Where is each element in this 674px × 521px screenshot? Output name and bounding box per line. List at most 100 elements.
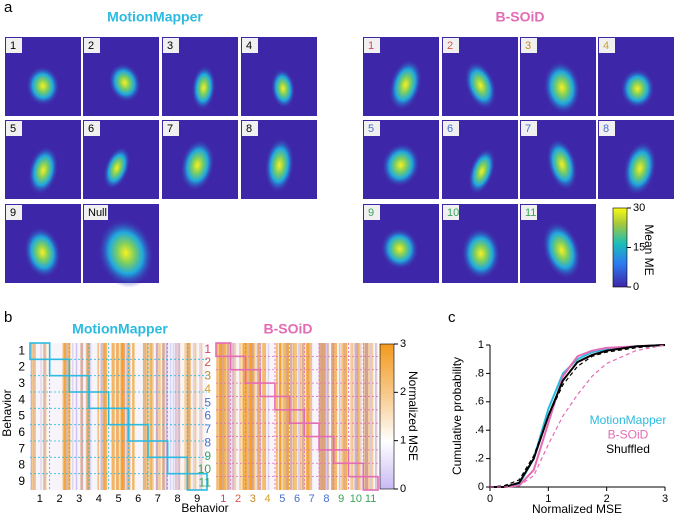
matrix-stripe xyxy=(257,343,259,490)
diagonal-box xyxy=(274,395,291,411)
matrix-stripe xyxy=(302,343,304,490)
row-label: 8 xyxy=(204,435,211,449)
label-box xyxy=(163,121,179,136)
matrix-stripe xyxy=(310,343,313,490)
matrix-stripe xyxy=(132,343,135,490)
matrix-stripe xyxy=(200,343,203,490)
matrix-stripe xyxy=(115,343,119,490)
matrix-stripe xyxy=(338,343,341,490)
matrix-stripe xyxy=(322,343,326,490)
row-label: 1 xyxy=(204,342,211,356)
diagonal-box xyxy=(362,475,379,491)
matrix-stripe xyxy=(199,343,201,490)
matrix-stripe xyxy=(365,343,369,490)
row-label: 2 xyxy=(204,355,211,369)
matrix-stripe xyxy=(102,343,105,490)
label-box xyxy=(443,38,459,53)
matrix-stripe xyxy=(187,343,189,490)
label-box xyxy=(364,38,380,53)
matrix-stripe xyxy=(318,343,322,490)
matrix-stripe xyxy=(232,343,237,490)
diagonal-box xyxy=(318,435,335,451)
label-box xyxy=(84,121,100,136)
heatmap-blob xyxy=(380,227,419,270)
matrix-stripe xyxy=(175,343,177,490)
matrix-stripe xyxy=(358,343,361,490)
tile-label: 5 xyxy=(368,123,374,135)
tile-label: 2 xyxy=(447,40,453,52)
matrix-stripe xyxy=(163,343,165,490)
row-label: 9 xyxy=(204,449,211,463)
col-label: 6 xyxy=(294,493,300,505)
matrix-stripe xyxy=(375,343,378,490)
matrix-stripe xyxy=(86,343,89,490)
label-box xyxy=(443,121,459,136)
matrix-stripe xyxy=(366,343,368,490)
col-label: 11 xyxy=(365,493,376,505)
matrix-stripe xyxy=(331,343,334,490)
legend-entry: Shuffled xyxy=(606,442,650,456)
matrix-stripe xyxy=(184,343,189,490)
matrix-stripe xyxy=(166,343,168,490)
tile-label: 7 xyxy=(525,123,531,135)
matrix-stripe xyxy=(218,343,222,490)
heatmap-blob xyxy=(464,61,497,110)
label-box xyxy=(599,121,615,136)
matrix-stripe xyxy=(62,343,66,490)
col-label: 5 xyxy=(115,493,121,505)
row-label: 4 xyxy=(204,382,211,396)
matrix-stripe xyxy=(81,343,83,490)
panel-title: B-SOiD xyxy=(496,9,545,25)
row-label: 3 xyxy=(204,369,211,383)
matrix-stripe xyxy=(323,343,325,490)
matrix-stripe xyxy=(365,343,368,490)
matrix-stripe xyxy=(262,343,267,490)
y-tick-label: 0 xyxy=(478,481,484,493)
matrix-stripe xyxy=(32,343,35,490)
row-label: 4 xyxy=(18,392,25,406)
heatmap-blob xyxy=(623,141,657,196)
matrix-stripe xyxy=(319,343,321,490)
matrix-stripe xyxy=(75,343,78,490)
matrix-stripe xyxy=(128,343,131,490)
matrix-stripe xyxy=(97,343,99,490)
colorbar-tick-label: 0 xyxy=(400,483,406,495)
matrix-stripe xyxy=(222,343,224,490)
matrix-stripe xyxy=(225,343,227,490)
legend-entry: MotionMapper xyxy=(590,413,667,427)
col-label: 1 xyxy=(37,493,43,505)
matrix-stripe xyxy=(226,343,229,490)
col-label: 10 xyxy=(350,493,362,505)
matrix-stripe xyxy=(155,343,158,490)
matrix-stripe xyxy=(340,343,345,490)
diagonal-box xyxy=(88,391,110,410)
matrix-stripe xyxy=(165,343,168,490)
tile-label: 6 xyxy=(88,123,94,135)
y-tick-label: 1 xyxy=(478,339,484,351)
matrix-stripe xyxy=(32,343,36,490)
matrix-stripe xyxy=(333,343,337,490)
y-tick-label: .6 xyxy=(475,396,484,408)
matrix-stripe xyxy=(298,343,301,490)
matrix-stripe xyxy=(111,343,115,490)
heatmap-blob xyxy=(381,142,421,188)
tile-label: 4 xyxy=(603,40,609,52)
panel-title: B-SOiD xyxy=(264,321,313,337)
row-label: 9 xyxy=(18,474,25,488)
axis-label: Behavior xyxy=(0,389,14,436)
row-label: 5 xyxy=(204,395,211,409)
matrix-stripe xyxy=(227,343,229,490)
matrix-stripe xyxy=(156,343,158,490)
diagonal-box xyxy=(107,407,130,426)
label-box xyxy=(163,38,179,53)
matrix-stripe xyxy=(291,343,294,490)
matrix-stripe xyxy=(227,343,230,490)
col-label: 1 xyxy=(220,493,226,505)
label-box xyxy=(6,38,22,53)
panel-label: c xyxy=(448,309,456,326)
matrix-stripe xyxy=(231,343,234,490)
matrix-stripe xyxy=(162,343,164,490)
matrix-stripe xyxy=(228,343,230,490)
label-box xyxy=(521,121,537,136)
heatmap-blob xyxy=(97,218,155,288)
